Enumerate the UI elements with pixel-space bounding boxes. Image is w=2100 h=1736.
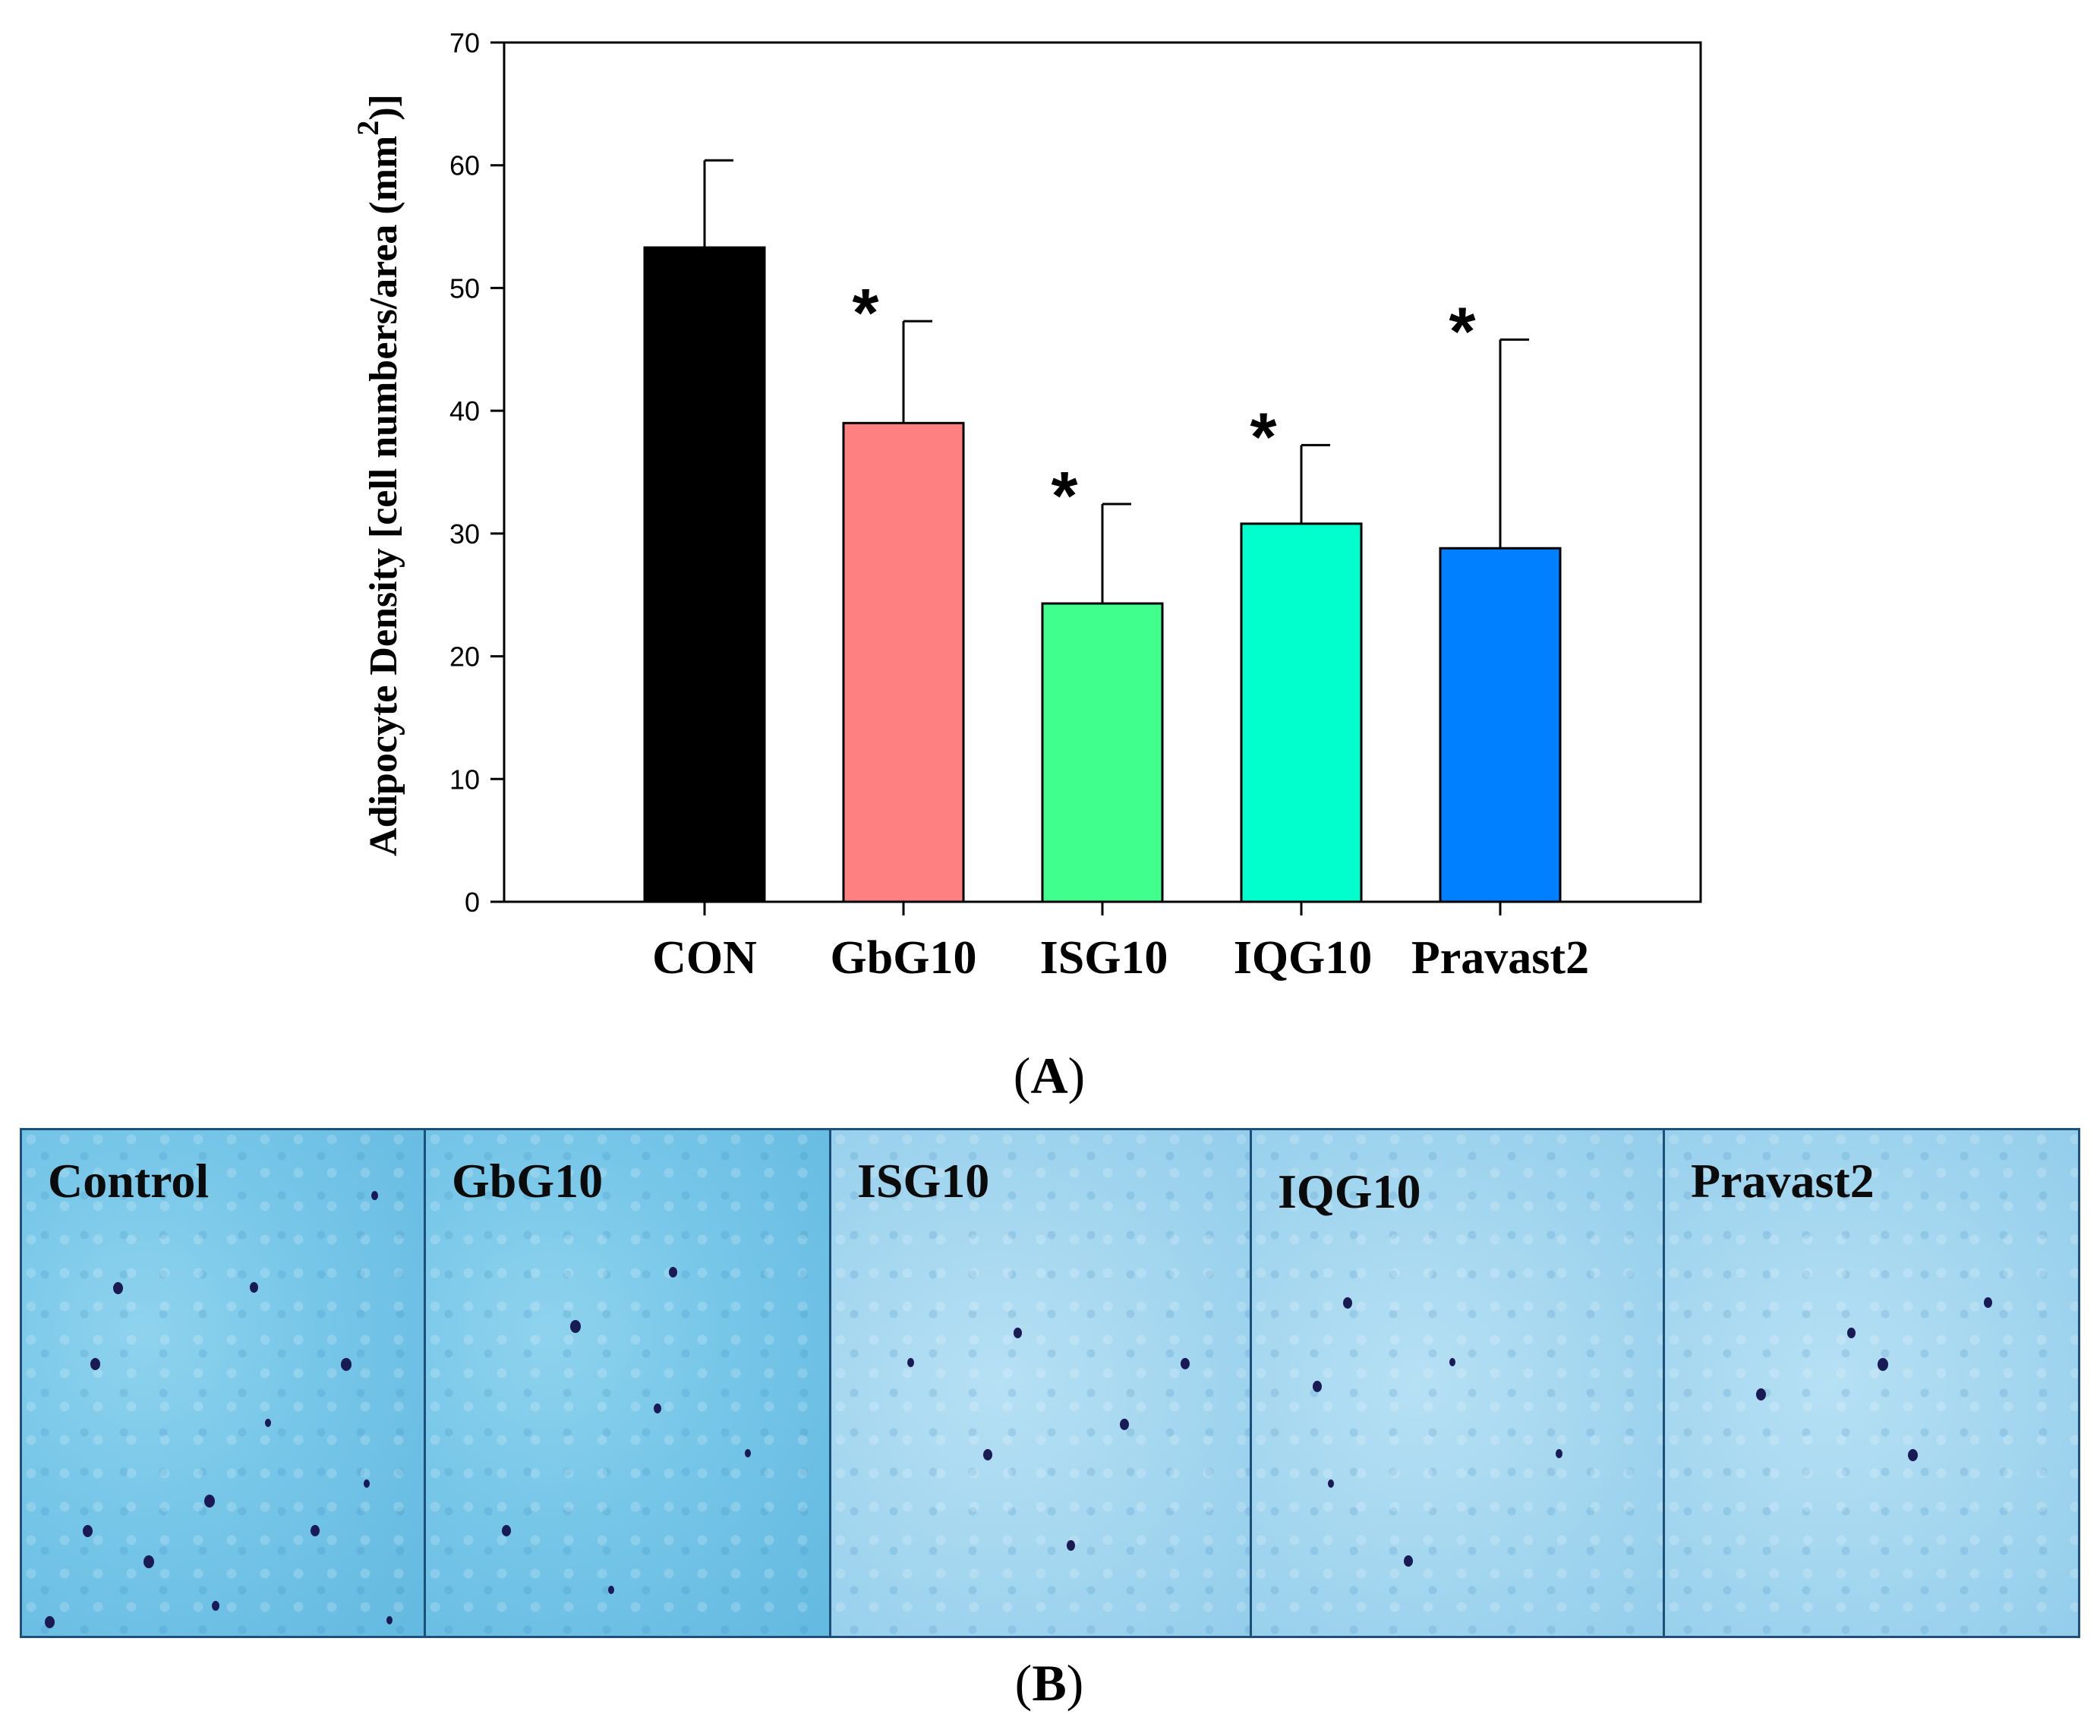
nucleus-dot: [143, 1555, 154, 1568]
nucleus-dot: [364, 1479, 370, 1488]
nucleus-dot: [1878, 1358, 1888, 1371]
nucleus-dot: [371, 1191, 378, 1200]
nucleus-dot: [745, 1449, 751, 1457]
y-tick-label: 60: [449, 150, 480, 181]
bar-pravast2: [1439, 547, 1562, 903]
nucleus-dot: [502, 1525, 511, 1536]
micrograph-strip: Control GbG10 ISG10 IQG10 Pravast2: [20, 1128, 2080, 1638]
micrograph-control: Control: [22, 1130, 426, 1636]
y-tick-label: 30: [449, 518, 480, 550]
nucleus-dot: [983, 1449, 992, 1460]
nucleus-dot: [1328, 1479, 1334, 1488]
micrograph-iqg10: IQG10: [1252, 1130, 1665, 1636]
bar-isg10: [1041, 602, 1164, 903]
y-tick-label: 0: [465, 887, 480, 918]
nucleus-dot: [570, 1320, 581, 1333]
nucleus-dot: [386, 1616, 393, 1624]
nucleus-dot: [1181, 1358, 1190, 1369]
y-tick-label: 50: [449, 273, 480, 304]
bar-iqg10: [1240, 522, 1363, 903]
nucleus-dot: [1014, 1328, 1022, 1338]
nucleus-dot: [341, 1358, 352, 1371]
nucleus-dot: [1120, 1419, 1129, 1430]
x-tick-label: ISG10: [1040, 932, 1168, 984]
y-tick-label: 70: [449, 27, 480, 58]
nucleus-dot: [1343, 1297, 1352, 1309]
nucleus-dot: [311, 1525, 320, 1536]
y-tick-label: 10: [449, 764, 480, 795]
nucleus-dot: [907, 1358, 914, 1367]
nucleus-dot: [1847, 1328, 1856, 1338]
nucleus-dot: [1756, 1388, 1766, 1400]
x-tick-label: CON: [652, 932, 757, 984]
micrograph-title: ISG10: [857, 1154, 990, 1208]
nucleus-dot: [250, 1282, 258, 1293]
nucleus-dot: [1313, 1381, 1322, 1392]
nucleus-dot: [265, 1419, 271, 1427]
nucleus-dot: [1556, 1449, 1562, 1458]
nucleus-dot: [113, 1282, 123, 1294]
bar-con: [643, 246, 766, 903]
panel-label-b: (B): [1014, 1654, 1084, 1712]
nucleus-dot: [1449, 1358, 1455, 1366]
significance-star: *: [1051, 458, 1077, 534]
micrograph-title: IQG10: [1278, 1164, 1421, 1218]
nucleus-dot: [654, 1404, 661, 1413]
y-axis-label: Adipocyte Density [cell numbers/area (mm…: [351, 94, 405, 856]
nucleus-dot: [204, 1495, 215, 1508]
nucleus-dot: [1067, 1540, 1075, 1551]
x-tick-label: IQG10: [1234, 932, 1373, 984]
micrograph-title: Control: [48, 1154, 210, 1208]
significance-star: *: [1250, 399, 1276, 475]
significance-star: *: [1449, 294, 1475, 370]
nucleus-dot: [669, 1267, 677, 1278]
bar-gbg10: [842, 421, 965, 903]
y-tick-label: 20: [449, 641, 480, 673]
micrograph-gbg10: GbG10: [426, 1130, 831, 1636]
micrograph-title: GbG10: [452, 1154, 604, 1208]
nucleus-dot: [212, 1601, 219, 1611]
x-tick-label: Pravast2: [1411, 932, 1589, 984]
plot-area: 0 10 20 30 40 50 60 70 Adipocyte Density [cell n…: [351, 27, 1702, 984]
nucleus-dot: [83, 1525, 93, 1537]
nucleus-dot: [1404, 1555, 1413, 1567]
micrograph-isg10: ISG10: [831, 1130, 1252, 1636]
nucleus-dot: [608, 1586, 614, 1594]
nucleus-dot: [1984, 1297, 1992, 1308]
x-tick-label: GbG10: [831, 932, 977, 984]
y-tick-label: 40: [449, 395, 480, 427]
panel-label-a: (A): [1013, 1047, 1086, 1104]
bar-chart: 0 10 20 30 40 50 60 70 Adipocyte Density [cell n…: [351, 27, 1702, 984]
significance-star: *: [852, 276, 878, 351]
micrograph-title: Pravast2: [1691, 1154, 1875, 1208]
micrograph-pravast2: Pravast2: [1665, 1130, 2078, 1636]
nucleus-dot: [45, 1616, 55, 1628]
nucleus-dot: [90, 1358, 100, 1370]
nucleus-dot: [1908, 1449, 1918, 1461]
